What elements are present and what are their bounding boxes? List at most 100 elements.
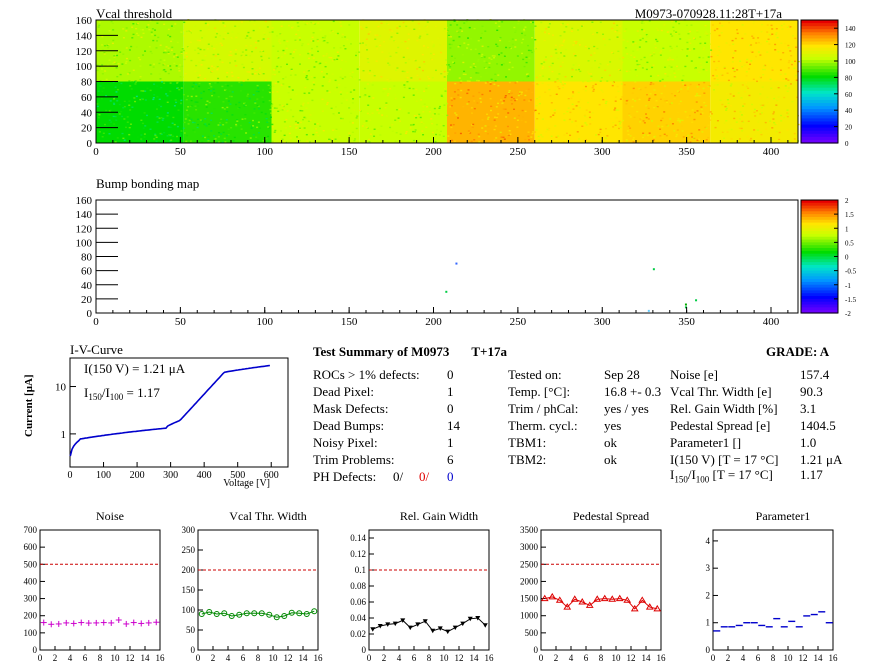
result-value: 1.21 μA <box>800 452 843 467</box>
data-point <box>377 624 383 629</box>
y-tick-label: 0 <box>706 645 711 655</box>
x-tick-label: 2 <box>211 653 216 663</box>
data-point <box>467 616 473 622</box>
data-point <box>578 598 587 605</box>
defect-row: Dead Bumps: 14 <box>313 418 463 434</box>
y-tick-label: 0.1 <box>355 565 366 575</box>
bump-bonding-map: Bump bonding map 0 50 100 150 200 250 300 350 40… <box>76 176 857 328</box>
data-point <box>145 619 152 626</box>
data-point <box>630 604 639 612</box>
vcal-threshold-map: Vcal threshold M0973-070928.11:28T+17a 0… <box>76 6 857 158</box>
data-point <box>645 603 654 610</box>
y-tick-label: 140 <box>76 209 93 221</box>
y-tick-label: 0.12 <box>350 549 366 559</box>
x-tick-label: 0 <box>367 653 372 663</box>
x-tick-label: 0 <box>196 653 201 663</box>
y-tick-label: 200 <box>24 611 38 621</box>
x-tick-label: 4 <box>226 653 231 663</box>
data-point <box>422 619 428 624</box>
data-point <box>213 611 220 617</box>
result-row: Pedestal Spread [e] 1404.5 <box>670 418 850 434</box>
x-tick-label: 14 <box>814 653 824 663</box>
defect-row: ROCs > 1% defects: 0 <box>313 367 463 383</box>
result-value: 157.4 <box>800 367 830 382</box>
x-tick-label: 0 <box>38 653 43 663</box>
x-tick-label: 10 <box>612 653 622 663</box>
data-point <box>221 610 228 617</box>
x-tick-label: 50 <box>175 316 187 328</box>
y-tick-label: 700 <box>24 525 38 535</box>
data-point <box>288 609 295 616</box>
data-point <box>460 621 466 627</box>
x-tick-label: 14 <box>141 653 151 663</box>
defect-label: Trim Problems: <box>313 452 395 467</box>
data-point <box>555 596 564 603</box>
x-tick-label: 250 <box>510 146 527 158</box>
x-tick-label: 2 <box>554 653 559 663</box>
condition-label: TBM2: <box>508 452 547 467</box>
bump-defect-pixel <box>445 290 448 293</box>
chart-title: Pedestal Spread <box>573 509 649 523</box>
ph-defects-label: PH Defects: <box>313 469 377 484</box>
data-point <box>370 627 376 632</box>
result-value: 1.0 <box>800 435 817 450</box>
bump-defect-pixel <box>684 303 687 306</box>
iv-curve-plot: I-V-Curve Current [μA] Voltage [V] I(150… <box>23 342 289 489</box>
data-point <box>198 611 205 617</box>
vcal-roc-cell <box>622 20 711 82</box>
y-tick-label: 3 <box>706 563 711 573</box>
ratio-label: I150/I100 [T = 17 °C] <box>670 467 773 485</box>
z-tick-label: 20 <box>845 124 853 132</box>
x-tick-label: 4 <box>741 653 746 663</box>
x-tick-label: 16 <box>657 653 667 663</box>
x-tick-label: 6 <box>241 653 246 663</box>
data-point <box>548 592 557 600</box>
y-tick-label: 140 <box>76 30 93 42</box>
y-tick-label: 60 <box>81 266 93 278</box>
y-tick-label: 0 <box>33 645 38 655</box>
x-tick-label: 4 <box>68 653 73 663</box>
condition-value: ok <box>604 452 617 467</box>
data-point <box>415 622 421 627</box>
data-point <box>123 620 130 627</box>
x-tick-label: 50 <box>175 146 187 158</box>
defect-label: Mask Defects: <box>313 401 389 416</box>
data-point <box>303 611 310 617</box>
data-point <box>251 610 258 617</box>
defect-label: ROCs > 1% defects: <box>313 367 420 382</box>
data-point <box>85 620 92 627</box>
z-tick-label: 0.5 <box>845 239 854 247</box>
series-line <box>544 596 658 610</box>
y-tick-label: 60 <box>81 92 93 104</box>
result-value: 90.3 <box>800 384 823 399</box>
iv-x-tick-label: 400 <box>197 470 212 481</box>
y-tick-label: 0.08 <box>350 581 366 591</box>
x-tick-label: 14 <box>470 653 480 663</box>
x-tick-label: 6 <box>412 653 417 663</box>
result-label: Rel. Gain Width [%] <box>670 401 778 416</box>
data-point <box>400 618 406 623</box>
bump-defect-pixel <box>684 306 687 309</box>
y-tick-label: 500 <box>24 559 38 569</box>
y-tick-label: 4 <box>706 536 711 546</box>
result-label: Vcal Thr. Width [e] <box>670 384 772 399</box>
y-tick-label: 80 <box>81 252 93 264</box>
vcal-map-title: Vcal threshold <box>96 6 173 21</box>
iv-x-tick-label: 200 <box>130 470 145 481</box>
iv-ylabel: Current [μA] <box>23 374 35 437</box>
x-tick-label: 300 <box>594 146 611 158</box>
vcal-roc-cell <box>271 81 360 143</box>
defect-value: 14 <box>447 418 460 433</box>
x-tick-label: 10 <box>784 653 794 663</box>
series-line <box>201 610 315 618</box>
data-point <box>593 595 602 602</box>
data-point <box>243 610 250 617</box>
chart-title: Noise <box>96 509 124 523</box>
z-tick-label: 1 <box>845 225 849 233</box>
defect-row: Trim Problems: 6 <box>313 452 463 468</box>
map-frame <box>95 199 799 314</box>
x-tick-label: 8 <box>427 653 432 663</box>
